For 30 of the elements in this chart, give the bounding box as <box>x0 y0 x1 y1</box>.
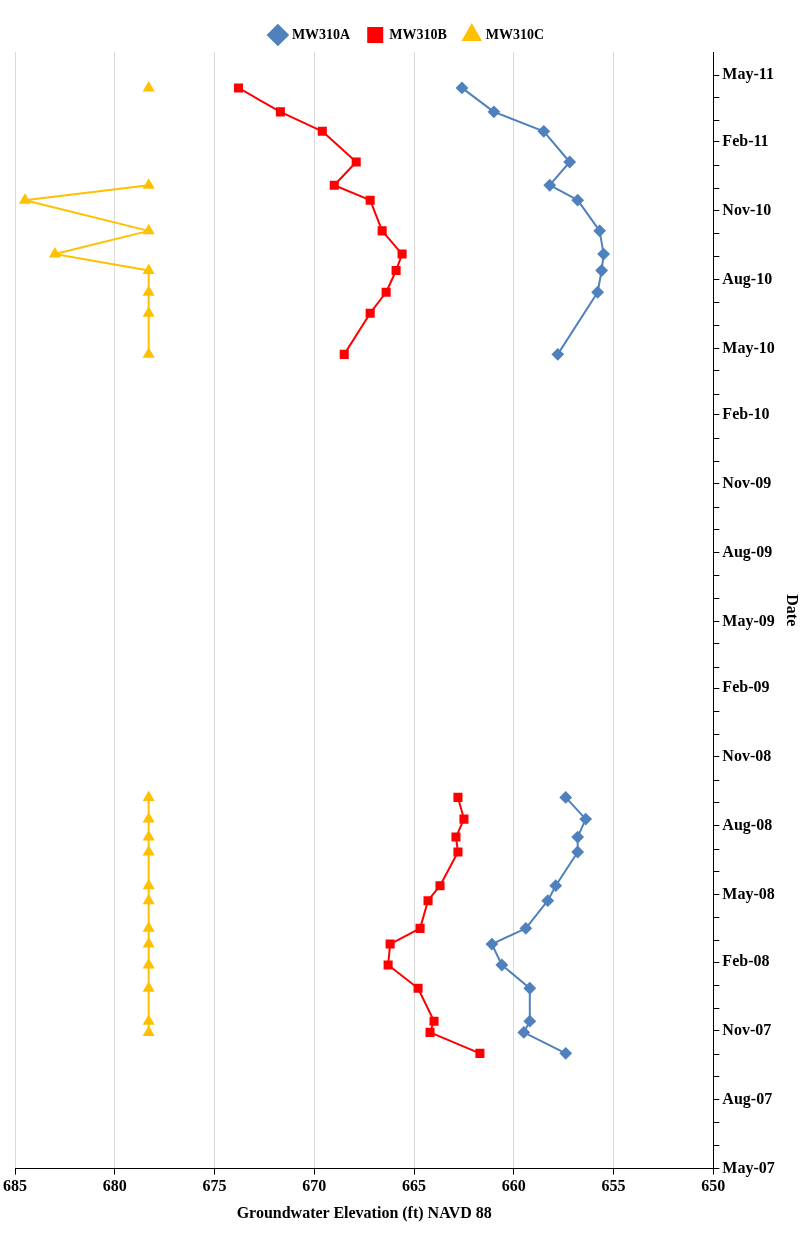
y-tick-label: Nov-08 <box>722 747 772 765</box>
y-tick-label: Nov-07 <box>722 1021 772 1039</box>
x-tick-label: 650 <box>701 1177 726 1195</box>
y-tick-label: Feb-09 <box>722 678 770 696</box>
y-tick-label: May-09 <box>722 611 775 630</box>
y-tick-label: Aug-09 <box>722 542 773 561</box>
y-tick-label: May-07 <box>722 1158 775 1177</box>
y-tick-label: Aug-08 <box>722 815 773 834</box>
x-tick-label: 680 <box>102 1177 127 1195</box>
x-tick-label: 655 <box>601 1177 626 1195</box>
legend-label: MW310C <box>485 26 545 42</box>
y-tick-label: May-08 <box>722 884 775 903</box>
y-tick-label: May-11 <box>722 65 774 84</box>
legend-label: MW310B <box>389 26 447 42</box>
y-tick-label: Feb-11 <box>722 131 769 149</box>
legend-label: MW310A <box>291 26 352 42</box>
x-axis-title: Groundwater Elevation (ft) NAVD 88 <box>236 1203 492 1222</box>
x-tick-label: 685 <box>3 1177 27 1195</box>
x-tick-label: 665 <box>402 1177 427 1195</box>
y-tick-label: Nov-10 <box>722 200 772 218</box>
x-tick-label: 670 <box>302 1177 327 1195</box>
x-tick-label: 675 <box>202 1177 227 1195</box>
y-axis-title: Date <box>784 594 802 627</box>
y-tick-label: Feb-08 <box>722 952 770 970</box>
y-tick-label: May-10 <box>722 338 775 357</box>
y-tick-label: Nov-09 <box>722 473 772 491</box>
y-tick-label: Feb-10 <box>722 405 770 423</box>
y-tick-label: Aug-10 <box>722 269 773 288</box>
x-tick-label: 660 <box>501 1177 526 1195</box>
y-tick-label: Aug-07 <box>722 1089 773 1108</box>
